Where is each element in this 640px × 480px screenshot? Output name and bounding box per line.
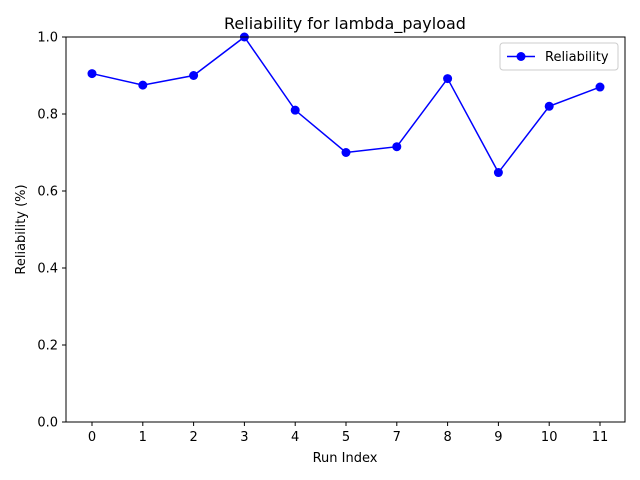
y-tick-label: 0.2 xyxy=(37,339,58,354)
x-tick-label: 4 xyxy=(291,430,299,445)
x-tick-label: 11 xyxy=(592,430,609,445)
x-tick-label: 8 xyxy=(443,430,451,445)
y-tick-label: 1.0 xyxy=(37,31,58,46)
data-point xyxy=(392,142,402,152)
data-point xyxy=(595,82,605,92)
legend-box xyxy=(499,42,619,71)
x-tick-label: 7 xyxy=(393,430,401,445)
x-tick-label: 5 xyxy=(342,430,350,445)
x-axis-ticks: 0 1 2 3 4 5 7 8 9 10 11 xyxy=(88,422,608,445)
legend: Reliability xyxy=(499,42,619,71)
y-tick-label: 0.4 xyxy=(37,262,58,277)
series-layer xyxy=(87,32,605,178)
y-axis-ticks: 0.0 0.2 0.4 0.6 0.8 1.0 xyxy=(37,31,66,431)
data-point xyxy=(189,71,199,80)
x-tick-label: 10 xyxy=(541,430,558,445)
plot-area-frame xyxy=(65,36,626,423)
data-point xyxy=(138,80,148,90)
y-tick-label: 0.8 xyxy=(37,108,58,123)
x-tick-label: 2 xyxy=(189,430,197,445)
data-point xyxy=(290,105,300,115)
chart-title: Reliability for lambda_payload xyxy=(224,14,466,34)
data-point xyxy=(544,101,554,111)
x-tick-label: 3 xyxy=(240,430,248,445)
data-point xyxy=(493,168,503,178)
data-point xyxy=(443,74,453,84)
data-point xyxy=(341,148,351,157)
x-tick-label: 0 xyxy=(88,430,96,445)
legend-label: Reliability xyxy=(545,50,609,65)
x-tick-label: 9 xyxy=(494,430,502,445)
x-tick-label: 1 xyxy=(139,430,147,445)
y-tick-label: 0.0 xyxy=(37,416,58,431)
y-axis-label: Reliability (%) xyxy=(14,184,29,274)
data-point xyxy=(87,69,97,79)
legend-marker-sample xyxy=(516,52,526,61)
y-tick-label: 0.6 xyxy=(37,185,58,200)
x-axis-label: Run Index xyxy=(313,451,378,466)
